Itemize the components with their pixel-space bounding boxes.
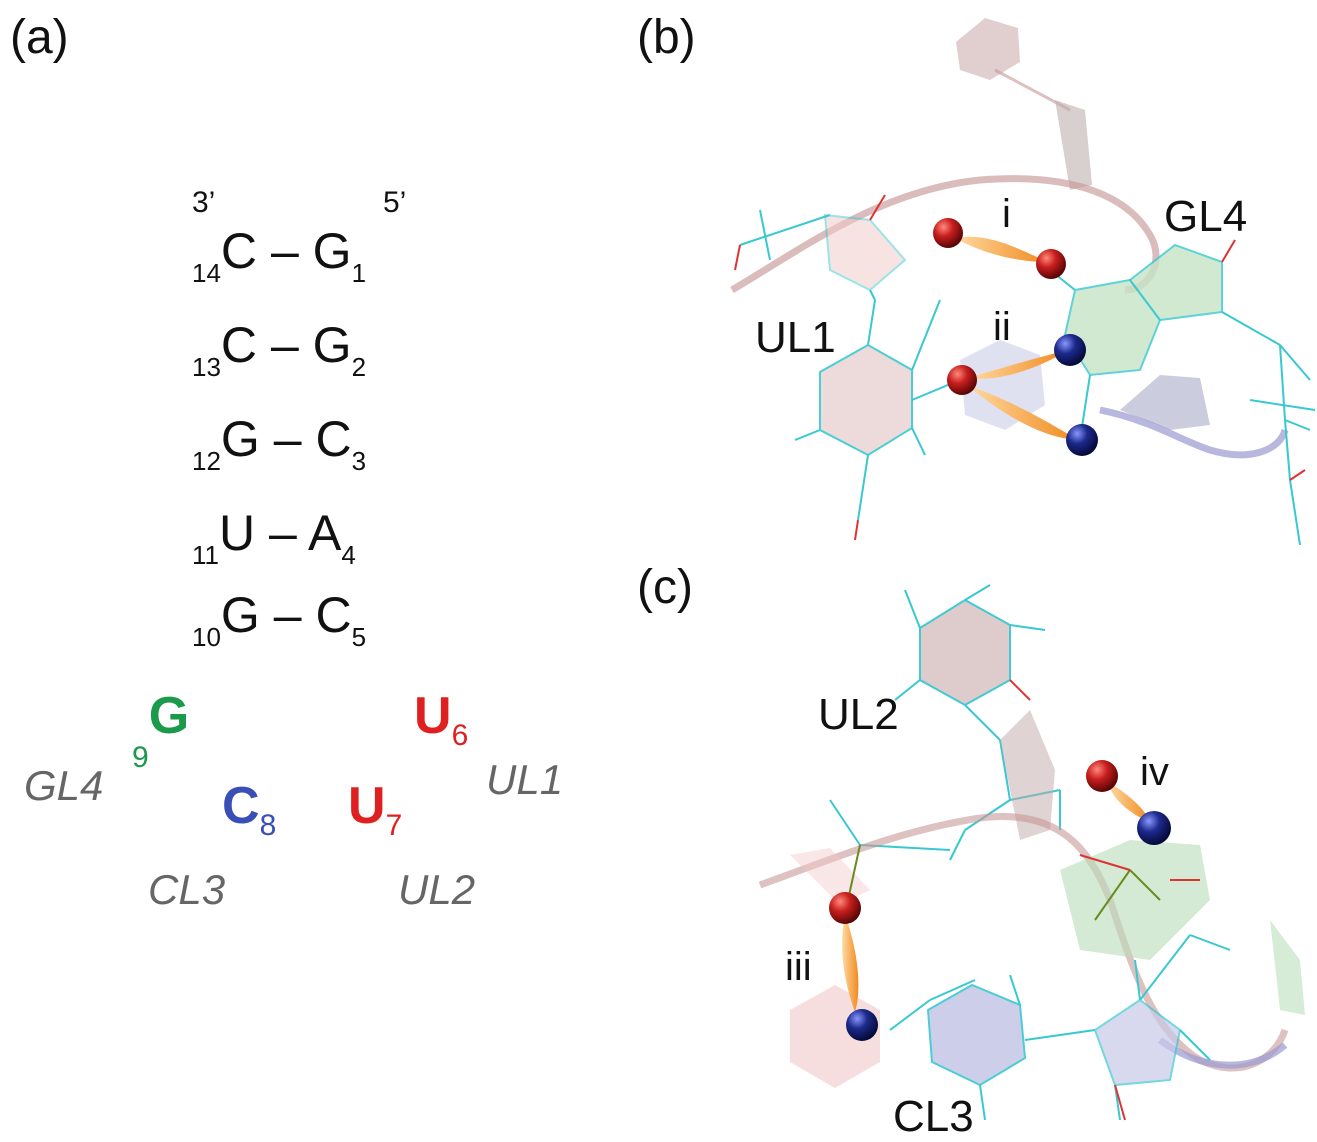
- label-cl3: CL3: [893, 1092, 974, 1141]
- base-letter: G: [220, 411, 260, 467]
- base-letter: C: [315, 587, 352, 643]
- base-number: 5: [351, 622, 367, 652]
- ul2-ring: [919, 598, 1011, 707]
- base-number: 12: [192, 446, 221, 476]
- panel-b-label: (b): [637, 11, 696, 64]
- loop-base-u7: U7: [348, 777, 402, 842]
- pair-bond: –: [269, 505, 297, 561]
- base-number: 3: [351, 446, 367, 476]
- hbond-ii-b: [968, 386, 1078, 440]
- hbond-iv: [1108, 782, 1150, 822]
- base-letter: G: [148, 687, 190, 745]
- pair-bond: –: [273, 587, 302, 643]
- base-pair-row: 10G – C5: [192, 587, 366, 650]
- base-number: 8: [259, 809, 277, 842]
- ribbon-arrow-shape: [1055, 100, 1092, 190]
- base-number: 14: [192, 258, 221, 288]
- label-hbond-i: i: [1002, 192, 1011, 236]
- panel-b-structure: [730, 18, 1316, 546]
- oxygen-atom: [947, 365, 977, 395]
- base-pair-row: 11U – A4: [192, 505, 356, 568]
- base-letter: C: [315, 411, 352, 467]
- hbond-iii: [842, 915, 859, 1012]
- base-letter: C: [220, 317, 258, 373]
- base-number: 7: [385, 809, 403, 842]
- base-letter: G: [220, 587, 260, 643]
- loop-name-cl3: CL3: [148, 866, 226, 913]
- base-number: 11: [192, 540, 219, 570]
- loop-base-c8: C8: [222, 777, 276, 842]
- base-number: 2: [351, 352, 367, 382]
- backbone-ribbon-blue: [1099, 406, 1289, 459]
- pair-bond: –: [270, 223, 299, 279]
- base-letter: G: [312, 317, 352, 373]
- label-hbond-iv: iv: [1140, 750, 1169, 794]
- panel-c-label: (c): [637, 561, 693, 614]
- loop-base-g9: 9G: [132, 687, 190, 774]
- base-number: 10: [192, 622, 221, 652]
- oxygen-atom: [1036, 249, 1066, 279]
- base-letter: C: [222, 777, 260, 835]
- nitrogen-atom: [846, 1009, 878, 1041]
- pair-bond: –: [273, 411, 302, 467]
- base-pair-row: 14C – G1: [192, 223, 366, 286]
- base-number: 9: [132, 741, 149, 774]
- base-letter: U: [414, 687, 452, 745]
- hbond-ii-a: [968, 350, 1068, 379]
- panel-a-label: (a): [10, 11, 69, 64]
- upper-ring-shape: [956, 18, 1020, 80]
- panel-c-structure: [758, 584, 1305, 1121]
- base-number: 13: [192, 352, 221, 382]
- loop-base-u6: U6: [414, 687, 468, 752]
- label-ul1: UL1: [755, 313, 836, 362]
- oxygen-atom: [829, 892, 861, 924]
- base-number: 6: [451, 719, 469, 752]
- base-pair-row: 13C – G2: [192, 317, 366, 380]
- loop-name-ul2: UL2: [398, 866, 476, 913]
- label-hbond-iii: iii: [785, 945, 812, 989]
- base-letter: U: [348, 777, 386, 835]
- nitrogen-atom: [1066, 424, 1098, 456]
- label-gl4: GL4: [1164, 192, 1248, 241]
- green-ring-shape: [1060, 840, 1210, 960]
- base-letter: C: [220, 223, 258, 279]
- nitrogen-atom: [1054, 334, 1086, 366]
- base-pair-row: 12G – C3: [192, 411, 366, 474]
- five-prime-label: 5’: [383, 186, 407, 219]
- backbone-ribbon-pink: [730, 175, 1160, 294]
- label-ul2: UL2: [818, 690, 899, 739]
- three-prime-label: 3’: [192, 186, 216, 219]
- hbond-i: [955, 236, 1048, 262]
- nitrogen-atom: [1137, 811, 1171, 845]
- base-number: 1: [351, 258, 367, 288]
- oxygen-atom: [933, 218, 963, 248]
- base-letter: G: [312, 223, 352, 279]
- oxygen-atom: [1086, 760, 1118, 792]
- base-letter: U: [219, 505, 256, 561]
- base-number: 4: [341, 540, 356, 570]
- pair-bond: –: [270, 317, 299, 373]
- cytosine-ring: [926, 983, 1027, 1087]
- loop-name-gl4: GL4: [24, 762, 104, 809]
- loop-name-ul1: UL1: [486, 756, 564, 803]
- base-letter: A: [307, 505, 342, 561]
- label-hbond-ii: ii: [993, 305, 1011, 349]
